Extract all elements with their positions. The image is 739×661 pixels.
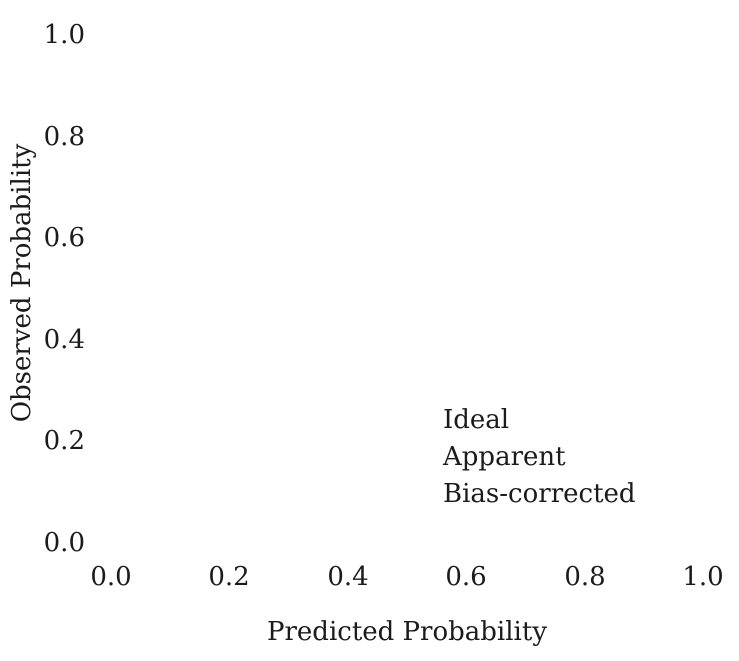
y-tick-label: 0.8 xyxy=(43,122,85,152)
legend-item-bias-corrected: Bias-corrected xyxy=(443,479,636,509)
x-tick-label: 0.4 xyxy=(327,562,369,592)
y-tick-label: 0.2 xyxy=(43,426,85,456)
y-tick-label: 1.0 xyxy=(43,20,85,50)
legend-item-ideal: Ideal xyxy=(443,405,510,435)
x-tick-label: 0.8 xyxy=(564,562,606,592)
y-tick-label: 0.0 xyxy=(43,528,85,558)
x-axis-title: Predicted Probability xyxy=(266,617,548,647)
x-tick-label: 1.0 xyxy=(682,562,724,592)
y-tick-label: 0.6 xyxy=(43,223,85,253)
y-tick-label: 0.4 xyxy=(43,325,85,355)
x-tick-label: 0.6 xyxy=(445,562,487,592)
x-tick-label: 0.2 xyxy=(208,562,250,592)
x-tick-label: 0.0 xyxy=(90,562,132,592)
y-axis-tick-labels: 1.0 0.8 0.6 0.4 0.2 0.0 xyxy=(0,0,85,661)
legend-item-apparent: Apparent xyxy=(443,442,566,472)
legend: Ideal Apparent Bias-corrected xyxy=(443,402,636,513)
